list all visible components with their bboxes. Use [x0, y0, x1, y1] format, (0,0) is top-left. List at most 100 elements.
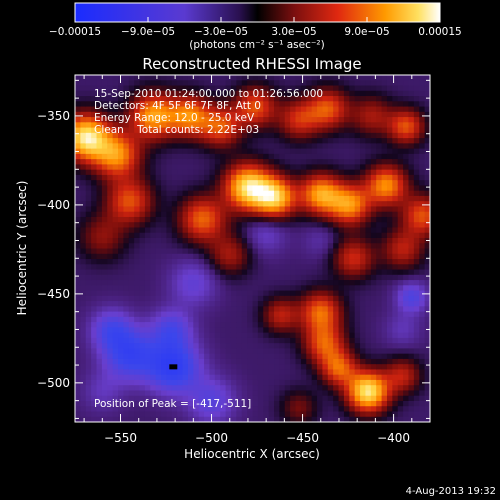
heatmap-cell	[187, 322, 194, 328]
heatmap-cell	[220, 211, 227, 218]
heatmap-cell	[187, 153, 194, 160]
heatmap-cell	[118, 90, 125, 97]
heatmap-cell	[198, 117, 205, 123]
heatmap-cell	[134, 206, 141, 213]
heatmap-cell	[322, 406, 329, 413]
heatmap-cell	[166, 132, 173, 139]
heatmap-cell	[279, 400, 286, 407]
heatmap-cell	[327, 332, 334, 339]
heatmap-cell	[112, 180, 119, 187]
heatmap-cell	[247, 358, 254, 365]
heatmap-cell	[306, 364, 313, 371]
heatmap-cell	[343, 358, 350, 365]
heatmap-cell	[236, 311, 243, 318]
heatmap-cell	[274, 138, 280, 144]
heatmap-cell	[96, 269, 103, 276]
heatmap-cell	[317, 364, 324, 371]
heatmap-cell	[268, 274, 275, 281]
heatmap-cell	[241, 280, 248, 286]
heatmap-cell	[268, 243, 275, 250]
heatmap-cell	[274, 406, 280, 413]
heatmap-cell	[306, 90, 313, 97]
heatmap-cell	[85, 353, 92, 360]
heatmap-cell	[370, 358, 377, 365]
heatmap-cell	[403, 101, 410, 108]
heatmap-cell	[128, 411, 135, 418]
heatmap-cell	[274, 243, 280, 250]
heatmap-cell	[333, 285, 340, 292]
heatmap-cell	[263, 280, 270, 286]
heatmap-cell	[128, 311, 135, 318]
heatmap-cell	[214, 311, 221, 318]
heatmap-cell	[204, 106, 211, 113]
heatmap-cell	[80, 85, 87, 92]
heatmap-cell	[134, 400, 141, 407]
heatmap-cell	[107, 290, 114, 297]
heatmap-cell	[236, 132, 243, 139]
heatmap-cell	[241, 80, 248, 87]
heatmap-cell	[392, 248, 399, 255]
heatmap-cell	[322, 180, 329, 187]
heatmap-cell	[91, 274, 98, 281]
heatmap-cell	[284, 248, 291, 255]
heatmap-cell	[236, 400, 243, 407]
heatmap-cell	[144, 237, 151, 244]
heatmap-cell	[263, 117, 270, 123]
heatmap-cell	[279, 80, 286, 87]
heatmap-cell	[204, 327, 211, 334]
heatmap-cell	[236, 358, 243, 365]
heatmap-cell	[80, 322, 87, 328]
heatmap-cell	[155, 400, 162, 407]
heatmap-cell	[107, 201, 114, 208]
heatmap-cell	[177, 348, 184, 355]
heatmap-cell	[134, 290, 141, 297]
heatmap-cell	[198, 280, 205, 286]
heatmap-cell	[209, 195, 216, 202]
heatmap-cell	[107, 75, 114, 81]
heatmap-cell	[230, 132, 237, 139]
heatmap-cell	[193, 269, 200, 276]
heatmap-cell	[327, 248, 334, 255]
heatmap-cell	[123, 143, 130, 150]
heatmap-cell	[386, 201, 393, 208]
heatmap-cell	[343, 332, 350, 339]
heatmap-cell	[107, 390, 114, 397]
heatmap-cell	[381, 164, 388, 171]
heatmap-cell	[268, 153, 275, 160]
heatmap-cell	[419, 75, 426, 81]
heatmap-cell	[171, 159, 178, 165]
heatmap-cell	[198, 285, 205, 292]
heatmap-cell	[214, 190, 221, 197]
heatmap-cell	[413, 406, 420, 413]
heatmap-cell	[171, 406, 178, 413]
heatmap-cell	[300, 379, 307, 386]
heatmap-cell	[376, 180, 383, 187]
heatmap-cell	[300, 395, 307, 402]
heatmap-cell	[112, 416, 119, 422]
heatmap-cell	[386, 253, 393, 260]
heatmap-cell	[295, 127, 302, 134]
heatmap-cell	[370, 138, 377, 144]
heatmap-cell	[424, 322, 430, 328]
heatmap-cell	[230, 327, 237, 334]
heatmap-cell	[284, 322, 291, 328]
heatmap-cell	[424, 80, 430, 87]
heatmap-cell	[268, 395, 275, 402]
heatmap-cell	[177, 169, 184, 176]
heatmap-cell	[247, 237, 254, 244]
heatmap-cell	[376, 285, 383, 292]
heatmap-cell	[241, 174, 248, 181]
heatmap-cell	[300, 206, 307, 213]
heatmap-cell	[139, 227, 146, 234]
heatmap-cell	[161, 216, 168, 223]
heatmap-cell	[139, 101, 146, 108]
heatmap-cell	[397, 374, 404, 381]
heatmap-cell	[333, 348, 340, 355]
heatmap-cell	[204, 311, 211, 318]
heatmap-cell	[209, 348, 216, 355]
heatmap-cell	[263, 274, 270, 281]
heatmap-cell	[75, 395, 81, 402]
heatmap-cell	[403, 159, 410, 165]
heatmap-cell	[317, 379, 324, 386]
heatmap-cell	[333, 264, 340, 271]
